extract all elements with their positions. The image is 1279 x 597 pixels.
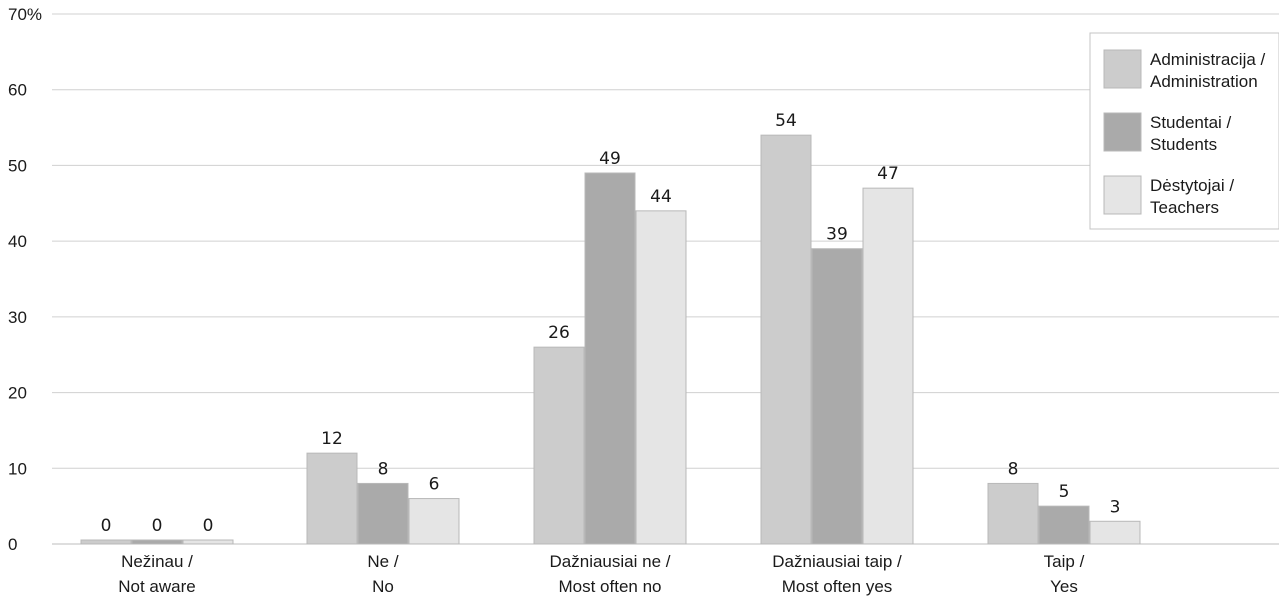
legend-label: Administracija / — [1150, 50, 1266, 69]
data-label: 3 — [1110, 497, 1121, 517]
category-label: Not aware — [118, 577, 195, 596]
x-axis: Nežinau / Not aware Ne / No Dažniausiai ne /… — [118, 552, 1084, 596]
bar — [80, 539, 132, 545]
bar — [408, 498, 460, 545]
data-label: 54 — [775, 111, 797, 131]
data-label: 49 — [599, 149, 621, 169]
bar — [987, 482, 1039, 545]
category-label: Most often no — [558, 577, 661, 596]
bars: 0 0 0 12 8 6 26 49 44 54 39 47 8 5 3 — [80, 111, 1141, 545]
y-axis: 0 10 20 30 40 50 60 70% — [8, 5, 42, 554]
data-label: 26 — [548, 323, 570, 343]
bar — [760, 134, 812, 545]
bar — [811, 248, 863, 545]
category-label: Dažniausiai ne / — [550, 552, 671, 571]
legend-label: Dėstytojai / — [1150, 176, 1234, 195]
y-tick-label: 60 — [8, 81, 27, 100]
data-label: 12 — [321, 429, 343, 449]
category-label: Nežinau / — [121, 552, 193, 571]
data-label: 6 — [429, 475, 440, 495]
category-label: Ne / — [367, 552, 398, 571]
category-label: Dažniausiai taip / — [772, 552, 902, 571]
legend-swatch — [1103, 112, 1142, 152]
legend: Administracija / Administration Studentai … — [1089, 32, 1279, 230]
y-tick-label: 20 — [8, 384, 27, 403]
legend-label: Students — [1150, 135, 1217, 154]
bar — [357, 482, 409, 545]
bar — [1038, 505, 1090, 545]
legend-swatch — [1103, 175, 1142, 215]
legend-swatch — [1103, 49, 1142, 89]
bar — [131, 539, 183, 545]
bar — [584, 172, 636, 545]
legend-label: Studentai / — [1150, 113, 1232, 132]
y-tick-label: 50 — [8, 156, 27, 175]
bar — [182, 539, 234, 545]
data-label: 39 — [826, 225, 848, 245]
bar — [306, 452, 358, 545]
legend-label: Teachers — [1150, 198, 1219, 217]
y-tick-label: 0 — [8, 535, 17, 554]
data-label: 8 — [1008, 459, 1019, 479]
data-label: 5 — [1059, 482, 1070, 502]
category-label: Yes — [1050, 577, 1078, 596]
bar — [533, 346, 585, 545]
data-label: 0 — [101, 516, 112, 536]
bar — [635, 210, 687, 545]
category-label: Taip / — [1044, 552, 1085, 571]
y-tick-label: 30 — [8, 308, 27, 327]
data-label: 47 — [877, 164, 899, 184]
data-label: 44 — [650, 187, 672, 207]
data-label: 8 — [378, 459, 389, 479]
category-label: No — [372, 577, 394, 596]
bar — [862, 187, 914, 545]
bar — [1089, 520, 1141, 545]
y-tick-label: 10 — [8, 459, 27, 478]
legend-label: Administration — [1150, 72, 1258, 91]
category-label: Most often yes — [782, 577, 893, 596]
data-label: 0 — [152, 516, 163, 536]
y-tick-label: 40 — [8, 232, 27, 251]
y-tick-label: 70% — [8, 5, 42, 24]
data-label: 0 — [203, 516, 214, 536]
